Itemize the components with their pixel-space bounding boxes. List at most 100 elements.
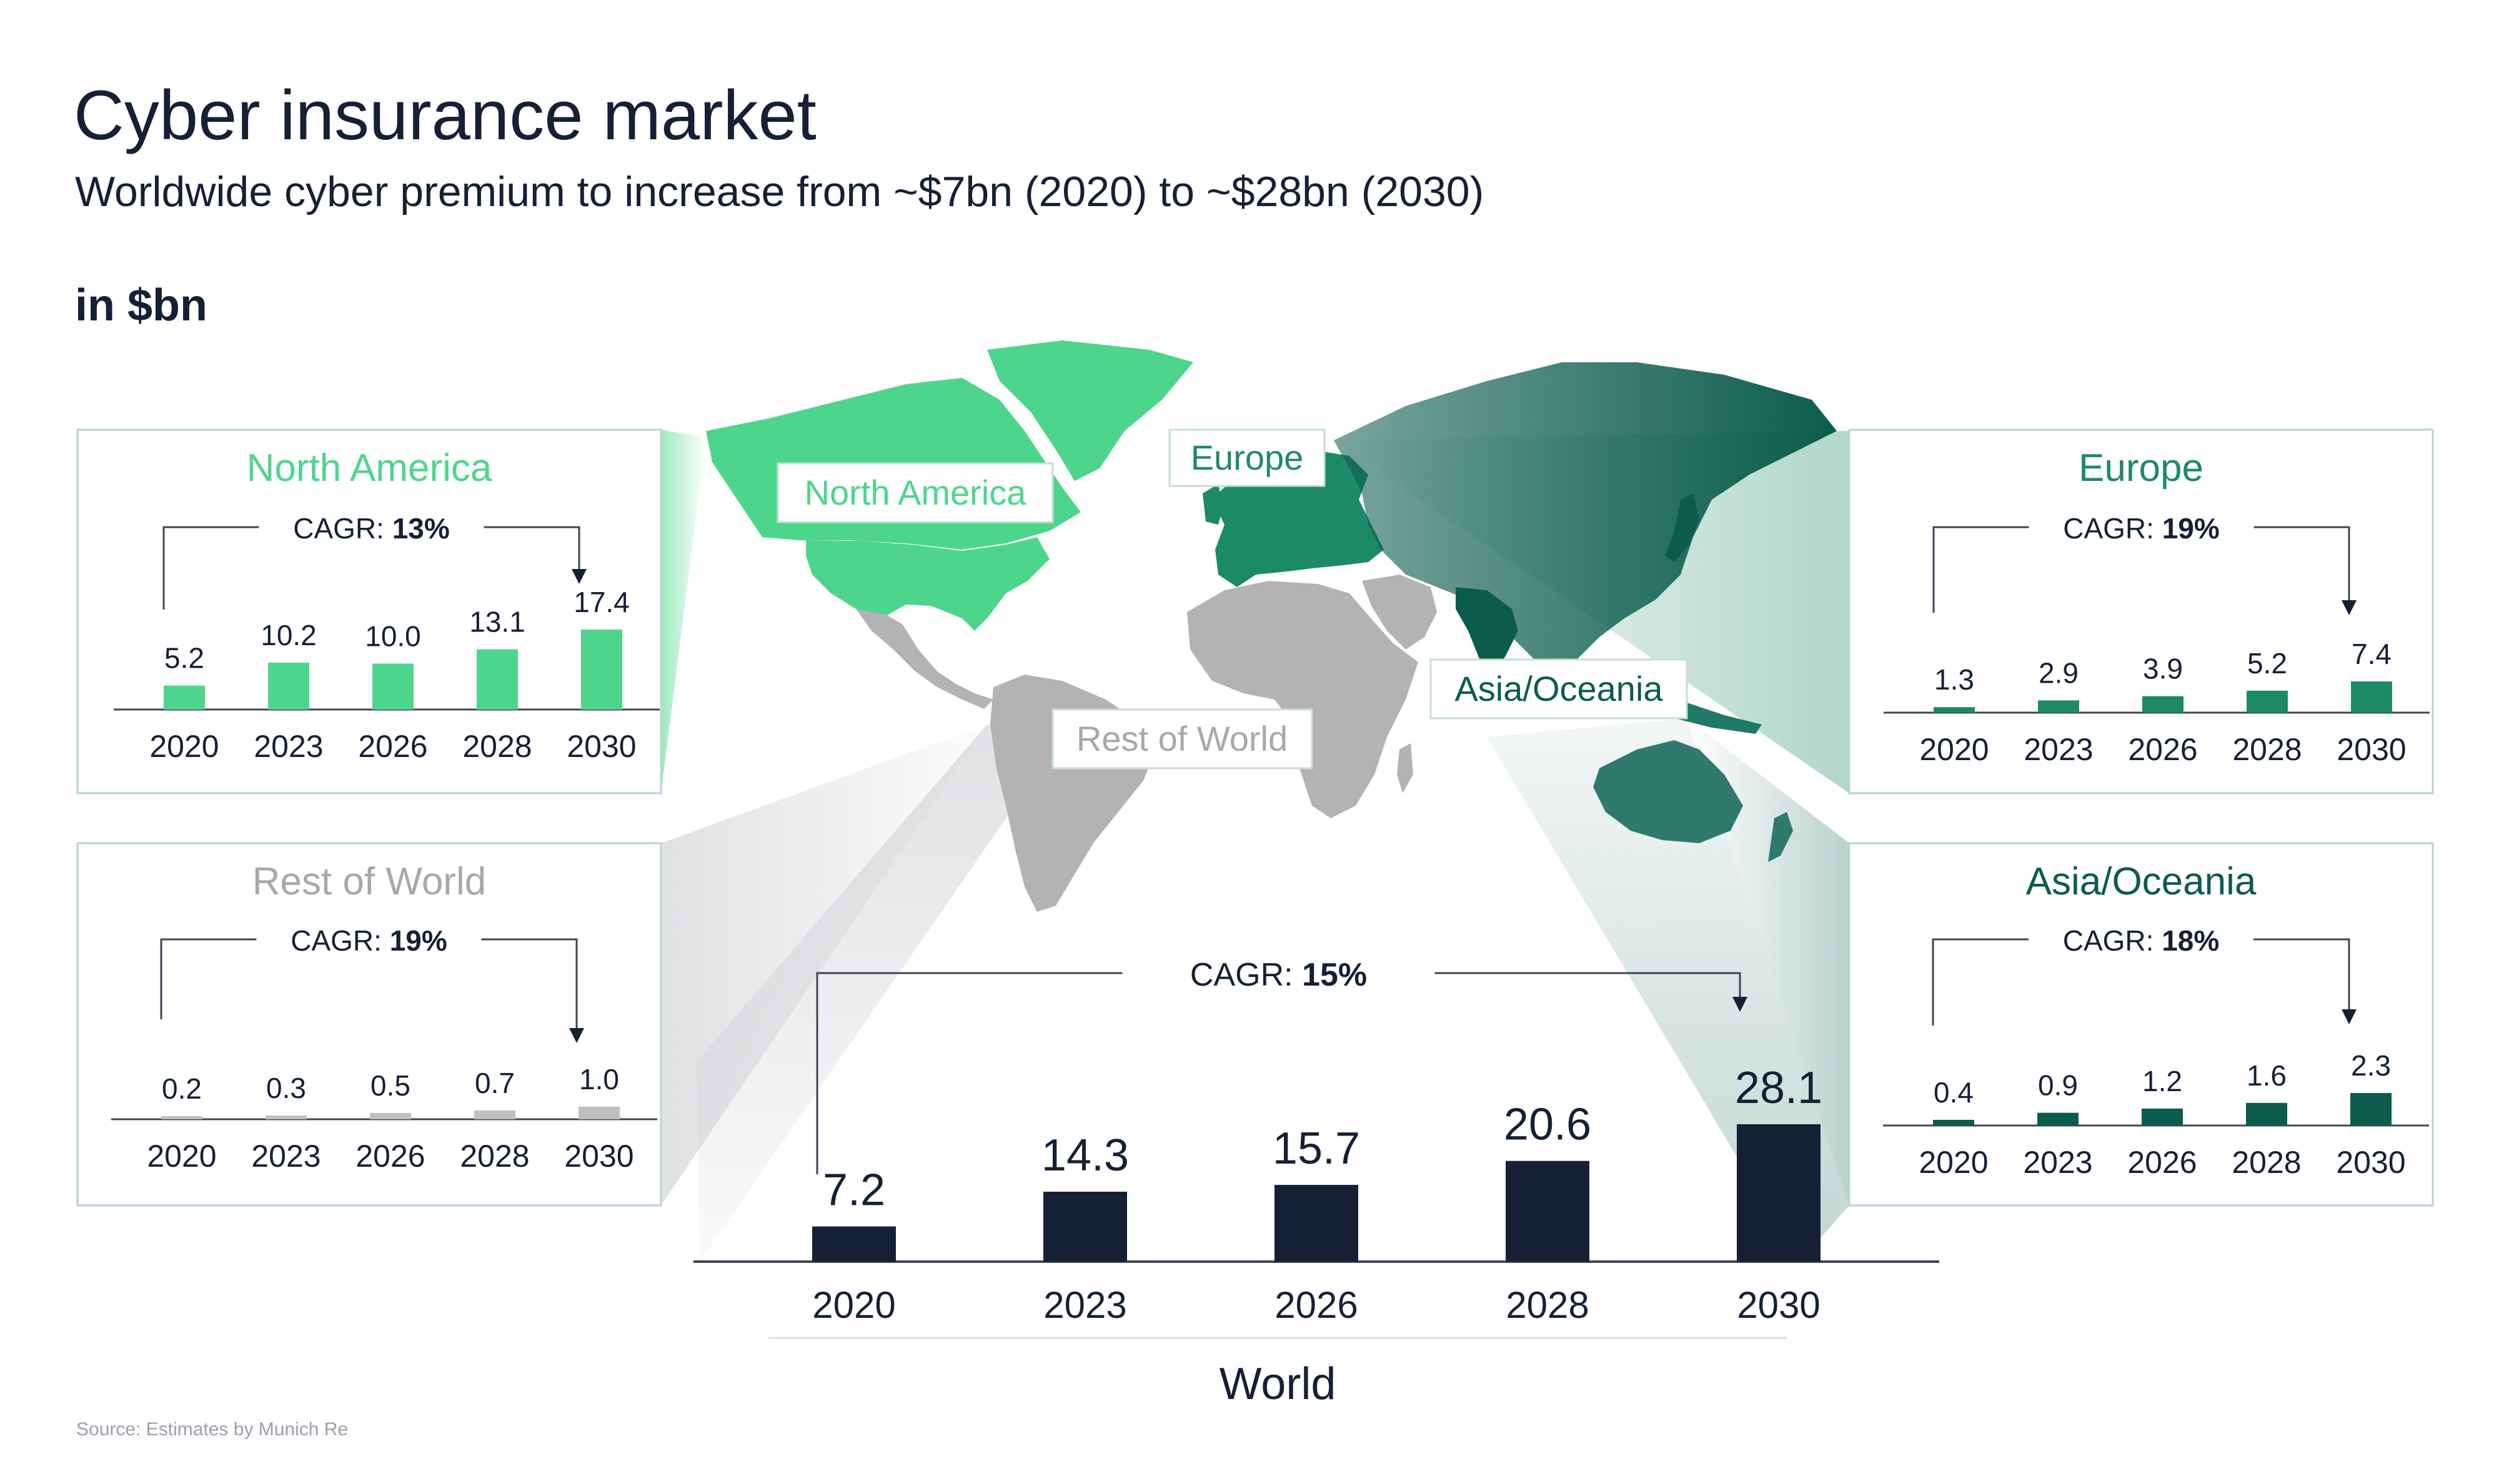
panel-title: Europe [2079, 447, 2203, 490]
bar [474, 1111, 515, 1119]
panel-title: Asia/Oceania [2026, 860, 2257, 903]
tick-label: 2028 [462, 729, 532, 764]
bar [1506, 1160, 1589, 1262]
page-title: Cyber insurance market [74, 76, 817, 154]
cagr-value: 19% [2162, 512, 2220, 545]
map-label-europe: Europe [1168, 428, 1326, 487]
cagr-label: CAGR: 15% [1190, 957, 1367, 993]
cagr-bracket-left [816, 972, 1123, 1174]
tick-label: 2030 [1737, 1284, 1820, 1326]
bar [1933, 1119, 1974, 1125]
value-label: 0.5 [370, 1069, 410, 1102]
tick-label: 2026 [355, 1139, 425, 1174]
bar [2246, 1102, 2287, 1125]
map-label-asia-oceania: Asia/Oceania [1429, 658, 1688, 720]
bar [2247, 690, 2288, 713]
source-note: Source: Estimates by Munich Re [76, 1419, 349, 1440]
tick-label: 2020 [147, 1139, 216, 1174]
cagr-bracket-right [481, 938, 578, 1029]
bar [268, 662, 309, 710]
value-label: 14.3 [1041, 1130, 1129, 1180]
tick-label: 2028 [2232, 1145, 2301, 1180]
value-label: 10.0 [365, 620, 421, 652]
value-label: 3.9 [2143, 653, 2183, 685]
value-label: 5.2 [164, 642, 204, 675]
cagr-value: 18% [2162, 924, 2219, 957]
tick-label: 2028 [2232, 732, 2302, 767]
value-label: 2.9 [2039, 656, 2079, 689]
tick-label: 2023 [1043, 1284, 1126, 1326]
cagr-bracket-right [484, 526, 580, 570]
bar [1934, 707, 1975, 713]
bar [812, 1226, 896, 1262]
bar [2351, 681, 2392, 713]
cagr-bracket-left [160, 938, 257, 1019]
cagr-label: CAGR: 18% [2063, 924, 2220, 957]
chart-europe: Europe CAGR: 19% 1.3 2020 2.9 2023 3.9 2026 5.2 2… [1848, 428, 2434, 794]
cagr-bracket-left [1932, 938, 2029, 1026]
value-label: 0.3 [266, 1072, 306, 1104]
bar [581, 630, 622, 710]
bar [2142, 696, 2184, 713]
cagr-arrow-head [569, 1028, 584, 1043]
cagr-label: CAGR: 13% [293, 512, 450, 545]
map-middle-east [1362, 575, 1437, 650]
value-label: 0.2 [162, 1072, 202, 1105]
value-label: 20.6 [1504, 1100, 1591, 1150]
panel-frame [76, 428, 662, 794]
cagr-label-text: CAGR: [291, 924, 389, 957]
tick-label: 2020 [149, 729, 219, 764]
map-madagascar [1397, 743, 1413, 793]
map-greenland [987, 340, 1193, 481]
bar [1043, 1192, 1127, 1262]
tick-label: 2028 [460, 1139, 529, 1174]
value-label: 5.2 [2247, 647, 2287, 680]
value-label: 28.1 [1735, 1063, 1822, 1113]
tick-label: 2020 [1919, 1145, 1988, 1180]
cagr-bracket-right [1434, 972, 1741, 998]
bar [2038, 700, 2079, 713]
value-label: 13.1 [469, 606, 525, 638]
bar [1737, 1124, 1821, 1262]
map-japan [1665, 493, 1699, 562]
value-label: 1.6 [2247, 1059, 2287, 1092]
tick-label: 2030 [2336, 1145, 2405, 1180]
cagr-label-text: CAGR: [1190, 957, 1302, 993]
map-mexico-central [856, 609, 993, 709]
map-new-zealand [1768, 812, 1793, 862]
value-label: 0.7 [475, 1067, 515, 1099]
tick-label: 2026 [1274, 1284, 1358, 1326]
bar [372, 663, 414, 710]
value-label: 1.2 [2142, 1065, 2182, 1097]
tick-label: 2020 [1919, 732, 1989, 767]
map-africa [1187, 581, 1418, 818]
cagr-value: 19% [390, 924, 447, 957]
cagr-label-text: CAGR: [293, 512, 392, 545]
svg-text:Asia/Oceania: Asia/Oceania [1454, 669, 1663, 708]
cagr-bracket-left [162, 526, 259, 610]
map-label-rest-of-world: Rest of World [1051, 708, 1313, 769]
svg-text:North America: North America [805, 473, 1027, 512]
tick-label: 2028 [1506, 1284, 1589, 1326]
panel-frame [1848, 842, 2434, 1207]
panel-frame [1848, 428, 2434, 794]
unit-label: in $bn [75, 280, 207, 330]
cagr-arrow-head [2342, 1009, 2357, 1024]
map-asia [1334, 362, 1837, 675]
tick-label: 2023 [251, 1139, 320, 1174]
value-label: 15.7 [1273, 1124, 1360, 1174]
tick-label: 2026 [2128, 732, 2197, 767]
chart-world: World CAGR: 15% 7.2 2020 14.3 2023 15.7 2026 20.… [693, 957, 1939, 1409]
svg-text:Rest of World: Rest of World [1076, 719, 1288, 758]
bar [579, 1107, 620, 1119]
world-title: World [1220, 1359, 1336, 1409]
panel-frame [76, 842, 662, 1207]
tick-label: 2030 [564, 1139, 633, 1174]
bar [370, 1113, 411, 1119]
bar [477, 649, 518, 710]
value-label: 7.4 [2352, 638, 2392, 670]
cagr-bracket-left [1932, 526, 2029, 613]
tick-label: 2023 [2023, 1145, 2092, 1180]
chart-rest-of-world: Rest of World CAGR: 19% 0.2 2020 0.3 2023 0.5 2… [76, 842, 662, 1207]
